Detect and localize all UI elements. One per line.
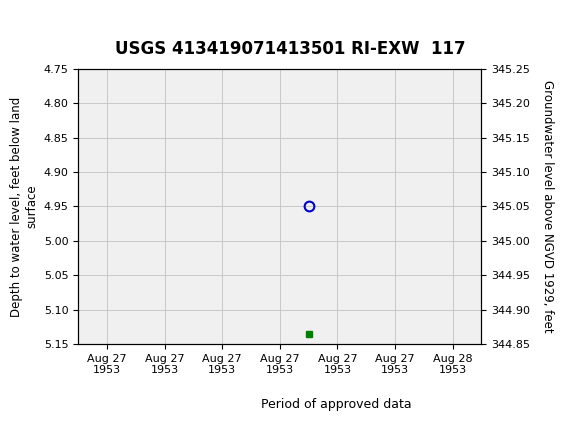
Y-axis label: Groundwater level above NGVD 1929, feet: Groundwater level above NGVD 1929, feet (541, 80, 554, 333)
Y-axis label: Depth to water level, feet below land
surface: Depth to water level, feet below land su… (10, 96, 38, 316)
Text: USGS 413419071413501 RI-EXW  117: USGS 413419071413501 RI-EXW 117 (115, 40, 465, 58)
Text: Period of approved data: Period of approved data (260, 398, 411, 411)
Text: USGS: USGS (58, 12, 122, 31)
